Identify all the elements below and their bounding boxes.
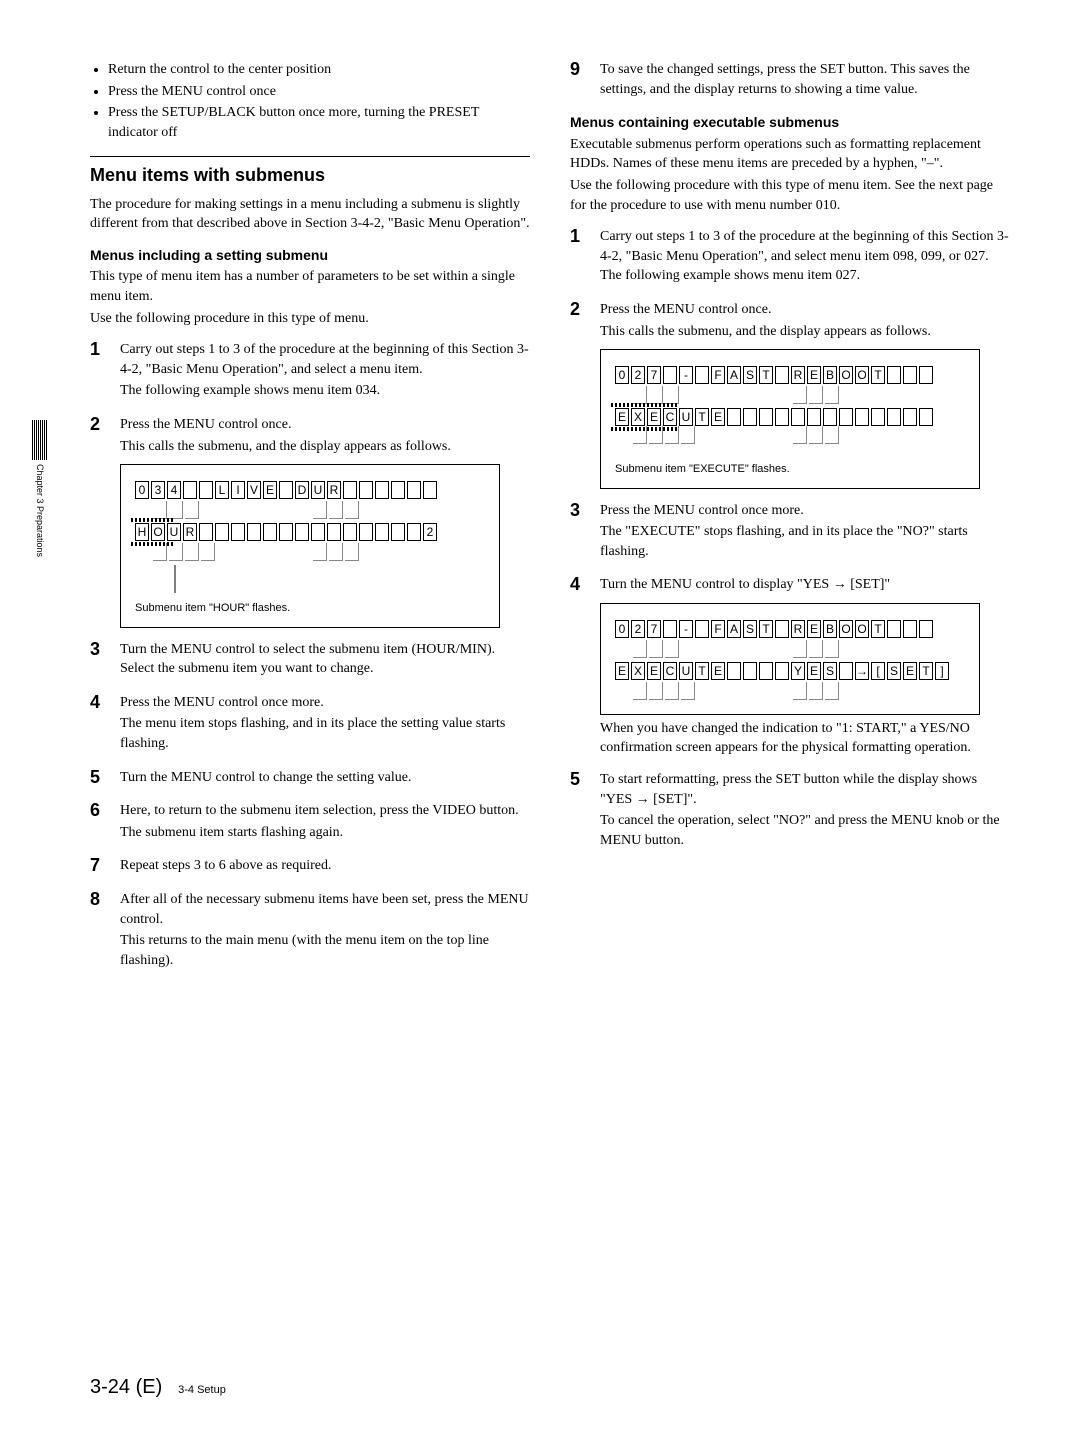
subhead-executable: Menus containing executable submenus	[570, 113, 1010, 133]
step4-post: When you have changed the indication to …	[600, 719, 1010, 758]
sub1-p2: Use the following procedure in this type…	[90, 309, 530, 329]
right-column: 9 To save the changed settings, press th…	[570, 60, 1010, 972]
r-step-5: 5 To start reformatting, press the SET b…	[570, 770, 1010, 852]
intro-bullets: Return the control to the center positio…	[90, 60, 530, 142]
step-text: Turn the MENU control to display "YES → …	[600, 575, 1010, 595]
step-text: The submenu item starts flashing again.	[120, 823, 530, 843]
bullet-item: Press the SETUP/BLACK button once more, …	[108, 103, 530, 142]
exec-p2: Use the following procedure with this ty…	[570, 176, 1010, 215]
bullet-item: Press the MENU control once	[108, 82, 530, 102]
step-3: 3 Turn the MENU control to select the su…	[90, 640, 530, 681]
step-text: Turn the MENU control to change the sett…	[120, 768, 530, 788]
step-9: 9 To save the changed settings, press th…	[570, 60, 1010, 101]
subhead-setting-submenu: Menus including a setting submenu	[90, 246, 530, 266]
step-4: 4 Press the MENU control once more. The …	[90, 693, 530, 756]
step-2: 2 Press the MENU control once. This call…	[90, 415, 530, 458]
lcd-display-2: 027-FASTREBOOT E X E C U T E	[600, 349, 980, 488]
side-text: Chapter 3 Preparations	[33, 464, 46, 557]
bullet-item: Return the control to the center positio…	[108, 60, 530, 80]
step-text: Press the MENU control once more.	[120, 693, 530, 713]
step-text: To cancel the operation, select "NO?" an…	[600, 811, 1010, 850]
step-text: Turn the MENU control to select the subm…	[120, 640, 530, 679]
step-text: Carry out steps 1 to 3 of the procedure …	[600, 227, 1010, 286]
step-5: 5 Turn the MENU control to change the se…	[90, 768, 530, 790]
step-text: This returns to the main menu (with the …	[120, 931, 530, 970]
exec-p1: Executable submenus perform operations s…	[570, 135, 1010, 174]
r-step-1: 1 Carry out steps 1 to 3 of the procedur…	[570, 227, 1010, 288]
r-step-3: 3 Press the MENU control once more. The …	[570, 501, 1010, 564]
step-text: To start reformatting, press the SET but…	[600, 770, 1010, 809]
lcd2-caption: Submenu item "EXECUTE" flashes.	[615, 462, 965, 477]
page-footer: 3-24 (E) 3-4 Setup	[90, 1373, 226, 1401]
left-column: Return the control to the center positio…	[90, 60, 530, 972]
sub1-p1: This type of menu item has a number of p…	[90, 267, 530, 306]
step-text: The menu item stops flashing, and in its…	[120, 714, 530, 753]
step-6: 6 Here, to return to the submenu item se…	[90, 801, 530, 844]
step-text: Press the MENU control once.	[600, 300, 1010, 320]
r-step-2: 2 Press the MENU control once. This call…	[570, 300, 1010, 343]
step-7: 7 Repeat steps 3 to 6 above as required.	[90, 856, 530, 878]
r-step-4: 4 Turn the MENU control to display "YES …	[570, 575, 1010, 597]
step-text: Press the MENU control once.	[120, 415, 530, 435]
step-text: The "EXECUTE" stops flashing, and in its…	[600, 522, 1010, 561]
page-number: 3-24 (E)	[90, 1376, 162, 1398]
section-title: Menu items with submenus	[90, 163, 530, 188]
step-text: Press the MENU control once more.	[600, 501, 1010, 521]
footer-section: 3-4 Setup	[178, 1384, 226, 1396]
step-text: The following example shows menu item 03…	[120, 381, 530, 401]
step-text: This calls the submenu, and the display …	[120, 437, 530, 457]
lcd-display-1: 034LIVEDUR H O U R 2	[120, 464, 500, 628]
step-text: After all of the necessary submenu items…	[120, 890, 530, 929]
step-text: To save the changed settings, press the …	[600, 60, 1010, 99]
step-1: 1 Carry out steps 1 to 3 of the procedur…	[90, 340, 530, 403]
lcd1-caption: Submenu item "HOUR" flashes.	[135, 601, 485, 616]
section-intro: The procedure for making settings in a m…	[90, 195, 530, 234]
step-text: This calls the submenu, and the display …	[600, 322, 1010, 342]
step-text: Carry out steps 1 to 3 of the procedure …	[120, 340, 530, 379]
step-8: 8 After all of the necessary submenu ite…	[90, 890, 530, 972]
lcd-display-3: 027-FASTREBOOT EXECUTEYES→[SET]	[600, 603, 980, 715]
step-text: Here, to return to the submenu item sele…	[120, 801, 530, 821]
side-chapter-label: Chapter 3 Preparations	[32, 420, 47, 557]
step-text: Repeat steps 3 to 6 above as required.	[120, 856, 530, 876]
